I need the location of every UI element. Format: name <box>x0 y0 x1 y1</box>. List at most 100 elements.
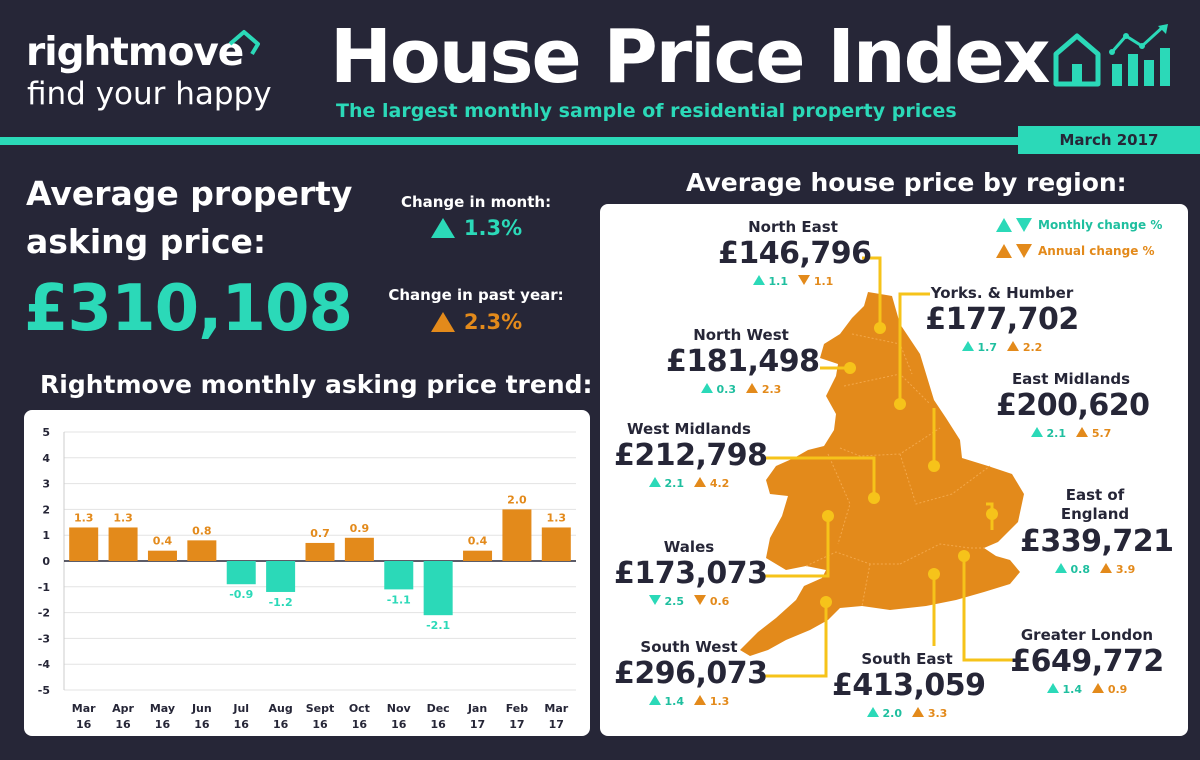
region-east-of-england: East of England £339,721 0.8 3.9 <box>1020 486 1174 576</box>
annual-change: 1.3 <box>694 695 729 708</box>
region-east-midlands: East Midlands £200,620 2.1 5.7 <box>996 370 1150 440</box>
monthly-change-value: 1.7 <box>977 341 998 354</box>
map-shape <box>740 292 1024 656</box>
y-tick-label: -3 <box>38 632 50 645</box>
up-triangle-icon <box>700 383 713 393</box>
up-triangle-icon <box>1046 683 1059 693</box>
monthly-change: 0.3 <box>700 383 736 396</box>
monthly-change-value: 1.1 <box>768 275 789 288</box>
annual-change: 3.9 <box>1100 563 1135 576</box>
bar <box>541 527 571 561</box>
trend-chart-panel: 5 4 3 2 1 0 -1 -2 -3 -4 -5 1.3 Mar 16 1.3 Apr 16 0.4 May 16… <box>24 410 590 736</box>
bar <box>305 542 335 561</box>
month-change-label: Change in month: <box>400 193 552 211</box>
monthly-change-value: 2.1 <box>1046 427 1067 440</box>
x-tick-label: Jul <box>232 702 249 715</box>
down-triangle-icon <box>694 595 706 605</box>
bar <box>226 561 256 585</box>
y-tick-label: 4 <box>42 452 50 465</box>
annual-triangles-icon <box>996 244 1032 258</box>
annual-change: 4.2 <box>694 477 729 490</box>
region-south-east: South East £413,059 2.0 3.3 <box>832 650 986 720</box>
x-tick-label: 17 <box>509 718 524 731</box>
monthly-change: 1.4 <box>648 695 685 708</box>
up-triangle-icon <box>1030 427 1043 437</box>
x-tick-label: 16 <box>234 718 250 731</box>
annual-change-value: 5.7 <box>1091 427 1112 440</box>
region-west-midlands: West Midlands £212,798 2.1 4.2 <box>614 420 768 490</box>
up-triangle-icon <box>746 383 758 393</box>
region-north-east: North East £146,796 1.1 1.1 <box>718 218 872 288</box>
bar-value-label: 0.9 <box>350 522 370 535</box>
x-tick-label: Oct <box>349 702 370 715</box>
x-tick-label: Mar <box>72 702 96 715</box>
month-change: 1.3% <box>376 216 576 240</box>
region-yorks-humber: Yorks. & Humber £177,702 1.7 2.2 <box>925 284 1079 354</box>
x-tick-label: Dec <box>427 702 450 715</box>
x-tick-label: Aug <box>269 702 293 715</box>
x-tick-label: Feb <box>506 702 529 715</box>
bar-value-label: -1.2 <box>269 596 293 609</box>
monthly-triangles-icon <box>996 218 1032 232</box>
x-tick-label: 17 <box>549 718 564 731</box>
bar <box>384 561 414 590</box>
monthly-change-value: 1.4 <box>1062 683 1083 696</box>
page-subtitle: The largest monthly sample of residentia… <box>336 100 957 122</box>
up-triangle-icon <box>752 275 765 285</box>
annual-change: 1.1 <box>798 275 833 288</box>
chart-trend-icon <box>1109 24 1170 86</box>
x-tick-label: 17 <box>470 718 485 731</box>
monthly-change: 0.8 <box>1054 563 1090 576</box>
annual-change-value: 0.6 <box>709 595 730 608</box>
x-tick-label: May <box>150 702 175 715</box>
region-greater-london: Greater London £649,772 1.4 0.9 <box>1010 626 1164 696</box>
bar <box>344 537 374 561</box>
bar-value-label: 0.8 <box>192 524 212 537</box>
up-triangle-icon <box>1100 563 1112 573</box>
monthly-change: 2.0 <box>866 707 903 720</box>
legend-monthly: Monthly change % <box>996 212 1162 238</box>
x-tick-label: 16 <box>115 718 131 731</box>
y-tick-label: -5 <box>38 684 50 697</box>
x-tick-label: 16 <box>352 718 368 731</box>
trend-chart-title: Rightmove monthly asking price trend: <box>40 370 593 399</box>
annual-change-value: 3.9 <box>1115 563 1136 576</box>
x-tick-label: Jan <box>467 702 487 715</box>
house-logo-icon <box>226 28 262 64</box>
bar-value-label: -1.1 <box>387 593 411 606</box>
monthly-change: 1.7 <box>961 341 998 354</box>
y-tick-label: 2 <box>42 503 50 516</box>
monthly-change-value: 1.4 <box>664 695 685 708</box>
bar-value-label: 2.0 <box>507 493 527 506</box>
up-triangle-icon <box>648 477 661 487</box>
down-triangle-icon <box>648 595 661 605</box>
annual-change-value: 4.2 <box>709 477 730 490</box>
bar <box>463 550 493 561</box>
annual-change-value: 1.3 <box>709 695 730 708</box>
leader-dots <box>820 322 998 608</box>
bar <box>266 561 296 592</box>
up-triangle-icon <box>430 218 455 238</box>
date-badge: March 2017 <box>1018 126 1200 154</box>
brand-tagline: find your happy <box>27 76 272 112</box>
map-title: Average house price by region: <box>686 168 1127 197</box>
monthly-change-value: 2.0 <box>882 707 903 720</box>
x-tick-label: Apr <box>112 702 134 715</box>
x-tick-label: Jun <box>191 702 212 715</box>
up-triangle-icon <box>1092 683 1104 693</box>
bar <box>108 527 138 561</box>
bar-value-label: 1.3 <box>74 511 94 524</box>
annual-change-value: 0.9 <box>1107 683 1128 696</box>
annual-change: 5.7 <box>1076 427 1111 440</box>
legend-annual: Annual change % <box>996 238 1162 264</box>
header-rule <box>0 137 1018 145</box>
y-tick-label: -4 <box>38 658 51 671</box>
map-legend: Monthly change % Annual change % <box>996 212 1162 264</box>
x-tick-label: 16 <box>194 718 210 731</box>
monthly-change-value: 2.1 <box>664 477 685 490</box>
up-triangle-icon <box>648 695 661 705</box>
up-triangle-icon <box>912 707 924 717</box>
x-tick-label: 16 <box>273 718 289 731</box>
leader-lines <box>764 256 1018 678</box>
monthly-change: 2.1 <box>648 477 685 490</box>
